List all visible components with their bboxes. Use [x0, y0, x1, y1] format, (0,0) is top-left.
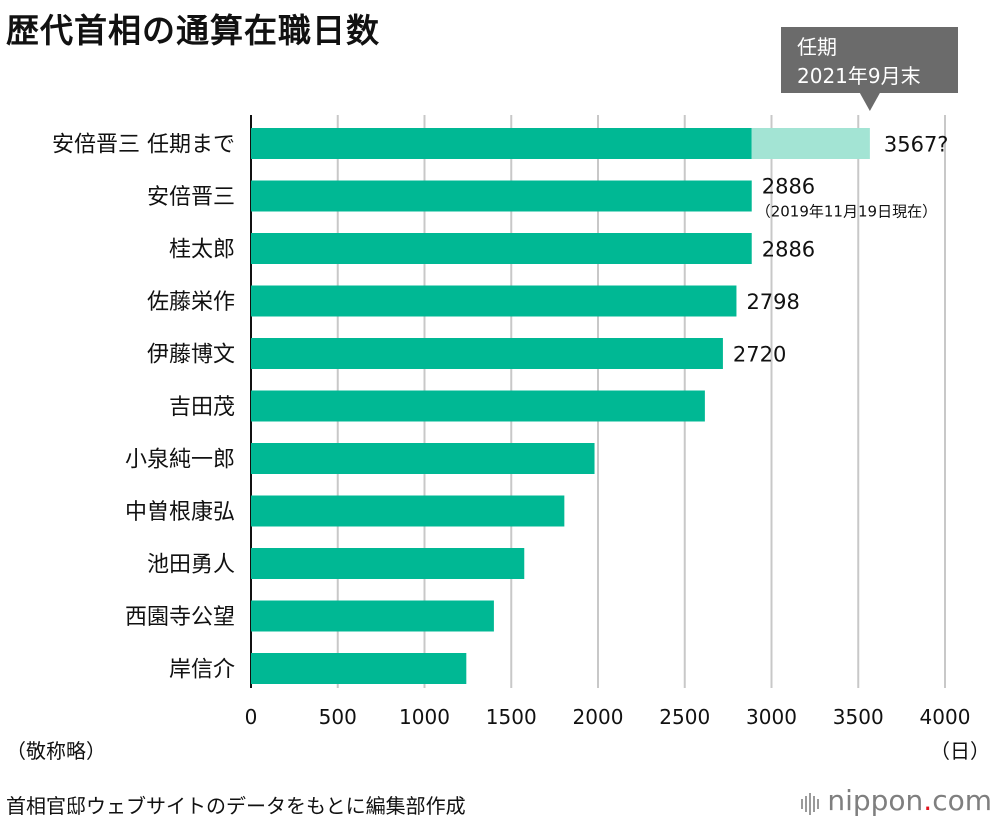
x-tick-label: 2500	[659, 705, 710, 729]
category-label: 吉田茂	[169, 395, 235, 420]
nippon-logo[interactable]: nippon.com	[801, 784, 992, 819]
logo-bars-icon	[801, 786, 821, 819]
category-label: 小泉純一郎	[125, 448, 235, 473]
bar	[251, 338, 723, 369]
data-label: 2798	[746, 290, 799, 314]
data-label: 3567?	[884, 133, 949, 157]
data-label: 2886	[762, 238, 815, 262]
logo-suffix: com	[932, 784, 992, 817]
x-tick-label: 3000	[746, 705, 797, 729]
category-label: 岸信介	[169, 658, 235, 683]
data-label: 2886	[762, 175, 815, 199]
bar	[251, 600, 494, 632]
x-tick-label: 1500	[486, 705, 537, 729]
x-tick-label: 0	[245, 705, 258, 729]
callout-box	[781, 27, 958, 93]
x-tick-label: 2000	[573, 705, 624, 729]
category-label: 安倍晋三 任期まで	[52, 133, 235, 158]
x-tick-label: 1000	[399, 705, 450, 729]
logo-main: nippon	[827, 784, 924, 817]
category-label: 桂太郎	[169, 238, 235, 263]
x-axis-unit: （日）	[930, 739, 990, 763]
category-label: 佐藤栄作	[147, 290, 235, 315]
callout-line1: 任期	[797, 35, 837, 59]
bar	[251, 285, 737, 317]
x-tick-label: 4000	[920, 705, 971, 729]
bar	[251, 233, 752, 264]
callout-line2: 2021年9月末	[797, 64, 921, 88]
bar	[251, 495, 565, 527]
callout-pointer	[859, 93, 880, 111]
data-label: 2720	[733, 343, 786, 367]
chart-title: 歴代首相の通算在職日数	[6, 11, 380, 50]
x-tick-label: 3500	[833, 705, 884, 729]
bar	[251, 128, 752, 159]
category-label: 伊藤博文	[147, 343, 235, 368]
category-label: 中曽根康弘	[125, 500, 235, 525]
bar	[251, 548, 525, 579]
x-tick-label: 500	[319, 705, 357, 729]
category-label: 安倍晋三	[147, 185, 235, 210]
category-label: 西園寺公望	[125, 605, 235, 630]
bar-extension	[751, 128, 870, 159]
source-note: 首相官邸ウェブサイトのデータをもとに編集部作成	[6, 794, 466, 818]
bar	[251, 390, 705, 422]
logo-dot: .	[923, 784, 933, 817]
category-label: 池田勇人	[147, 553, 235, 578]
bar	[251, 443, 595, 474]
honorifics-note: （敬称略）	[6, 739, 106, 763]
bar	[251, 653, 467, 684]
bar	[251, 180, 752, 212]
annotation-label: （2019年11月19日現在）	[756, 203, 937, 221]
